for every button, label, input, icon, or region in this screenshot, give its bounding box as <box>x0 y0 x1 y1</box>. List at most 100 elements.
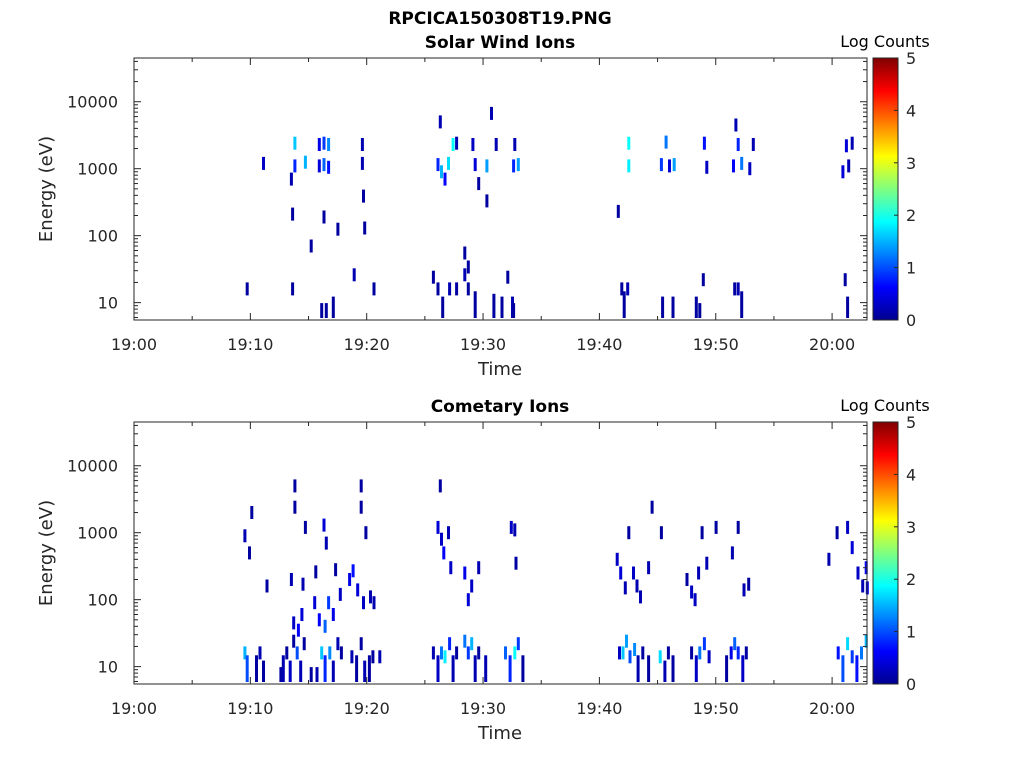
solar-wind-cell <box>455 282 459 296</box>
cometary-cell <box>861 579 865 593</box>
cometary-cell <box>299 660 303 682</box>
cometary-cell <box>473 655 477 682</box>
solar-wind-cell <box>844 139 848 153</box>
cometary-cell <box>289 573 293 586</box>
cometary-cell <box>747 577 751 591</box>
solar-wind-cb-tick-label: 5 <box>906 49 916 68</box>
cometary-colorbar-ticks: 0 1 2 3 4 5 <box>894 413 916 694</box>
cometary-cell <box>513 523 517 537</box>
cometary-cell <box>513 646 517 660</box>
solar-wind-cell <box>322 210 326 224</box>
cometary-cell <box>364 526 368 540</box>
cometary-cell <box>288 660 292 682</box>
solar-wind-y-tick-label: 100 <box>87 227 118 246</box>
solar-wind-cell <box>485 159 489 173</box>
cometary-cell <box>690 646 694 660</box>
cometary-cell <box>860 646 863 660</box>
solar-wind-cell <box>473 158 477 172</box>
solar-wind-cell <box>736 282 740 296</box>
cometary-cell <box>702 637 706 651</box>
solar-wind-cell <box>448 282 452 296</box>
cometary-cell <box>336 637 340 651</box>
solar-wind-cell <box>748 162 752 176</box>
solar-wind-cell <box>694 296 698 318</box>
solar-wind-cell <box>331 296 335 318</box>
cometary-y-tick-label: 100 <box>87 591 118 610</box>
solar-wind-cell <box>440 165 443 179</box>
cometary-x-tick-label: 19:40 <box>576 699 622 718</box>
cometary-cell <box>690 585 694 599</box>
cometary-cell <box>292 616 296 630</box>
cometary-cell <box>470 579 474 593</box>
cometary-cell <box>378 650 382 664</box>
cometary-cell <box>633 643 637 656</box>
cometary-cell <box>618 646 621 660</box>
cometary-cell <box>477 646 481 660</box>
cometary-y-tick-label: 10000 <box>67 457 118 476</box>
cometary-cell <box>725 655 729 682</box>
solar-wind-cell <box>327 138 331 151</box>
solar-wind-cell <box>322 158 326 172</box>
solar-wind-cell <box>740 291 744 318</box>
cometary-x-tick-label: 19:50 <box>693 699 739 718</box>
cometary-cell <box>698 646 702 660</box>
cometary-cell <box>641 646 645 660</box>
solar-wind-cell <box>627 136 631 150</box>
solar-wind-x-tick-label: 19:10 <box>227 335 273 354</box>
solar-wind-colorbar-ticks: 0 1 2 3 4 5 <box>894 49 916 330</box>
cometary-cell <box>714 520 718 534</box>
solar-wind-cell <box>431 270 435 284</box>
cometary-cell <box>431 646 435 660</box>
cometary-cell <box>707 650 711 664</box>
cometary-cell <box>623 581 627 595</box>
solar-wind-y-tick-label: 10 <box>98 294 118 313</box>
cometary-cell <box>666 646 670 660</box>
cometary-cell <box>627 526 631 540</box>
cometary-cell <box>265 579 269 593</box>
solar-wind-cell <box>616 204 620 218</box>
cometary-cell <box>615 552 619 566</box>
cometary-cell <box>671 655 675 682</box>
solar-wind-cell <box>291 282 295 296</box>
cometary-cell <box>440 532 443 546</box>
solar-wind-cb-tick-label: 4 <box>906 101 916 120</box>
cometary-cell <box>367 655 371 682</box>
solar-wind-cell <box>477 177 481 191</box>
cometary-cell <box>351 564 355 578</box>
solar-wind-x-tick-label: 20:00 <box>809 335 855 354</box>
solar-wind-cell <box>516 158 520 172</box>
cometary-cell <box>647 655 651 682</box>
cometary-cell <box>470 637 474 651</box>
solar-wind-cell <box>466 260 470 274</box>
solar-wind-cell <box>303 155 307 169</box>
cometary-panel: Cometary Ions Log Counts Energy (eV) Tim… <box>36 396 930 744</box>
solar-wind-title: Solar Wind Ions <box>425 33 576 53</box>
cometary-title: Cometary Ions <box>431 397 570 417</box>
cometary-cell <box>447 526 450 540</box>
cometary-cell <box>315 667 319 682</box>
cometary-cell <box>303 520 307 534</box>
cometary-ticks: 19:00 19:10 19:20 19:30 19:40 19:50 20:00 10 100… <box>67 422 867 718</box>
cometary-y-tick-label: 1000 <box>77 524 118 543</box>
cometary-plot-frame <box>133 421 868 685</box>
cometary-cell <box>836 646 840 660</box>
cometary-cell <box>744 646 748 660</box>
solar-wind-cell <box>512 303 516 318</box>
cometary-cell <box>442 546 446 560</box>
cometary-cell <box>625 634 628 648</box>
cometary-cell <box>250 506 254 519</box>
solar-wind-cb-tick-label: 0 <box>906 311 916 330</box>
cometary-cell <box>317 613 321 627</box>
cometary-y-tick-label: 10 <box>98 658 118 677</box>
cometary-cell <box>323 619 327 633</box>
cometary-cell <box>694 655 698 682</box>
cometary-cell <box>635 579 639 593</box>
cometary-cell <box>632 566 635 580</box>
solar-wind-colorbar <box>872 57 899 321</box>
cometary-cell <box>463 634 467 648</box>
cometary-cell <box>438 479 442 493</box>
solar-wind-cell <box>705 160 709 174</box>
solar-wind-cell <box>293 159 297 173</box>
solar-wind-cell <box>441 296 445 318</box>
solar-wind-cell <box>698 303 702 318</box>
